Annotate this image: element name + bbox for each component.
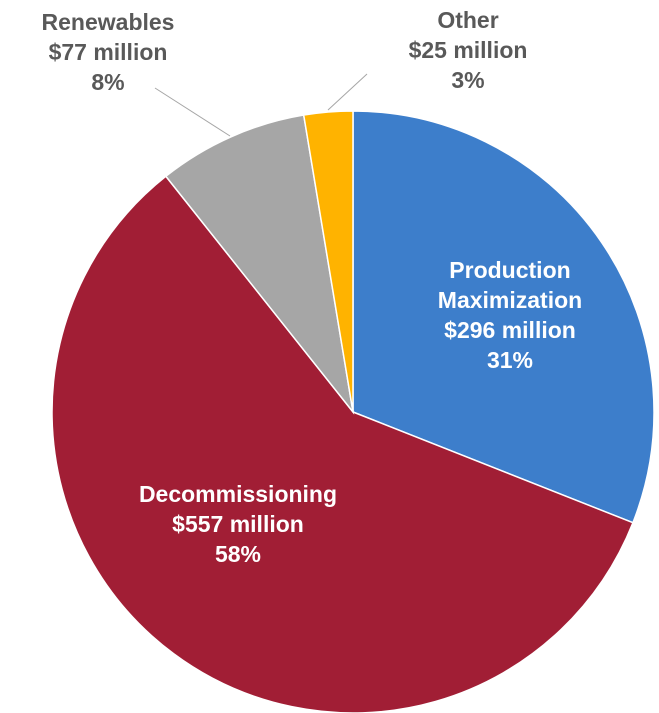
data-label-renewables: Renewables $77 million 8% — [42, 9, 175, 95]
data-label-other: Other $25 million 3% — [409, 7, 528, 93]
leader-line-other — [328, 74, 367, 110]
pie-slices — [52, 111, 654, 713]
leader-line-renewables — [155, 88, 230, 136]
